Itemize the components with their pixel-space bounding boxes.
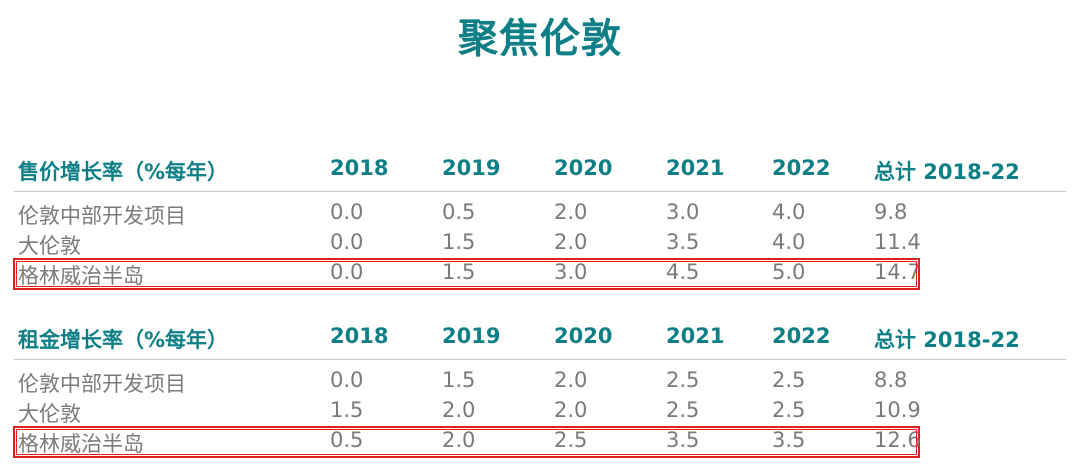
table-cell: 2.5 (772, 398, 806, 422)
table-cell: 11.4 (874, 230, 921, 254)
column-header: 总计 2018-22 (874, 328, 1020, 352)
table-cell: 14.7 (874, 260, 921, 284)
table-cell: 2.0 (554, 398, 588, 422)
row-label: 伦敦中部开发项目 (18, 204, 186, 228)
row-label: 格林威治半岛 (18, 432, 144, 456)
row-label: 伦敦中部开发项目 (18, 372, 186, 396)
table-row: 伦敦中部开发项目 0.0 0.5 2.0 3.0 4.0 9.8 (14, 199, 1066, 229)
table-row: 伦敦中部开发项目 0.0 1.5 2.0 2.5 2.5 8.8 (14, 367, 1066, 397)
row-label: 格林威治半岛 (18, 264, 144, 288)
table-body: 伦敦中部开发项目 0.0 0.5 2.0 3.0 4.0 9.8 大伦敦 0.0 1.5 2.0 3.… (13, 199, 1066, 290)
table-cell: 2.5 (666, 398, 700, 422)
sale-price-growth-table: 售价增长率（%每年） 2018 2019 2020 2021 2022 总计 2… (13, 152, 1066, 290)
column-header: 2019 (442, 156, 501, 180)
table-cell: 9.8 (874, 200, 908, 224)
table-cell: 1.5 (442, 368, 476, 392)
table-title: 售价增长率（%每年） (18, 160, 229, 184)
table-cell: 0.5 (330, 428, 364, 452)
column-header: 2018 (330, 324, 389, 348)
table-cell: 2.0 (554, 230, 588, 254)
column-header: 2020 (554, 156, 613, 180)
header-divider (14, 191, 1066, 192)
table-cell: 1.5 (442, 230, 476, 254)
table-cell: 0.5 (442, 200, 476, 224)
column-header: 2021 (666, 156, 725, 180)
table-cell: 2.0 (554, 368, 588, 392)
table-cell: 2.5 (772, 368, 806, 392)
table-title: 租金增长率（%每年） (18, 328, 229, 352)
table-header-row: 租金增长率（%每年） 2018 2019 2020 2021 2022 总计 2… (14, 320, 1066, 352)
table-cell: 2.5 (666, 368, 700, 392)
table-cell: 12.6 (874, 428, 921, 452)
table-cell: 2.0 (442, 398, 476, 422)
table-row: 大伦敦 1.5 2.0 2.0 2.5 2.5 10.9 (14, 397, 1066, 427)
table-cell: 4.0 (772, 200, 806, 224)
table-cell: 3.0 (554, 260, 588, 284)
page-title: 聚焦伦敦 (458, 16, 622, 62)
table-cell: 1.5 (442, 260, 476, 284)
column-header: 2020 (554, 324, 613, 348)
table-cell: 3.5 (666, 428, 700, 452)
column-header: 2022 (772, 324, 831, 348)
column-header: 总计 2018-22 (874, 160, 1020, 184)
table-cell: 3.5 (772, 428, 806, 452)
row-label: 大伦敦 (18, 402, 81, 426)
table-cell: 4.0 (772, 230, 806, 254)
table-row-highlighted: 格林威治半岛 0.5 2.0 2.5 3.5 3.5 12.6 (13, 426, 921, 458)
table-cell: 3.0 (666, 200, 700, 224)
column-header: 2018 (330, 156, 389, 180)
table-cell: 8.8 (874, 368, 908, 392)
table-body: 伦敦中部开发项目 0.0 1.5 2.0 2.5 2.5 8.8 大伦敦 1.5 2.0 2.0 2.… (13, 367, 1066, 458)
table-cell: 1.5 (330, 398, 364, 422)
rent-growth-table: 租金增长率（%每年） 2018 2019 2020 2021 2022 总计 2… (13, 320, 1066, 458)
table-row-highlighted: 格林威治半岛 0.0 1.5 3.0 4.5 5.0 14.7 (13, 258, 921, 290)
table-cell: 0.0 (330, 230, 364, 254)
column-header: 2019 (442, 324, 501, 348)
column-header: 2021 (666, 324, 725, 348)
table-cell: 2.0 (442, 428, 476, 452)
table-header-row: 售价增长率（%每年） 2018 2019 2020 2021 2022 总计 2… (14, 152, 1066, 184)
table-row: 大伦敦 0.0 1.5 2.0 3.5 4.0 11.4 (14, 229, 1066, 259)
table-cell: 5.0 (772, 260, 806, 284)
header-divider (14, 359, 1066, 360)
row-label: 大伦敦 (18, 234, 81, 258)
column-header: 2022 (772, 156, 831, 180)
table-cell: 0.0 (330, 200, 364, 224)
table-cell: 3.5 (666, 230, 700, 254)
table-cell: 2.0 (554, 200, 588, 224)
table-cell: 0.0 (330, 260, 364, 284)
table-cell: 0.0 (330, 368, 364, 392)
table-cell: 10.9 (874, 398, 921, 422)
table-cell: 2.5 (554, 428, 588, 452)
table-cell: 4.5 (666, 260, 700, 284)
